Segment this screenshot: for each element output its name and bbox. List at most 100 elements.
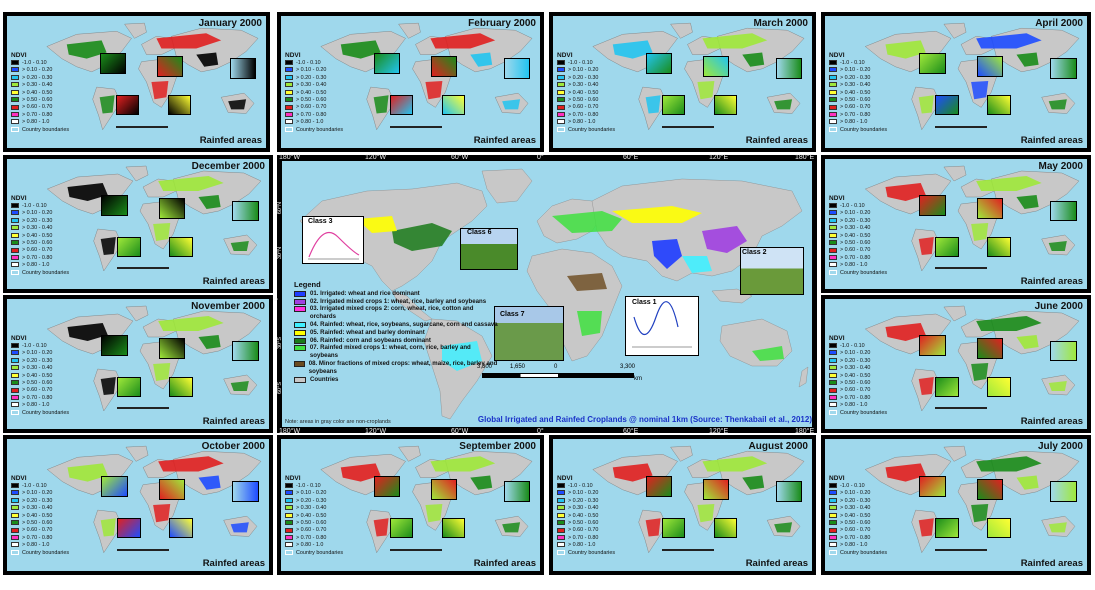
top-longitude-tick: 180°W <box>279 154 301 161</box>
ndvi-swatch <box>829 104 837 110</box>
zoom-inset-4 <box>117 377 141 397</box>
zoom-inset-5 <box>169 518 194 538</box>
ndvi-legend-item: -1.0 - 0.10 <box>285 483 343 490</box>
ndvi-legend-item: > 0.20 - 0.30 <box>829 358 887 365</box>
ndvi-legend-label: Country boundaries <box>22 409 70 416</box>
ndvi-swatch <box>829 74 837 80</box>
ndvi-legend-item: Country boundaries <box>557 127 615 134</box>
ndvi-legend-label: > 0.40 - 0.50 <box>22 232 53 239</box>
ndvi-legend-item: Country boundaries <box>557 550 615 557</box>
ndvi-legend-item: > 0.80 - 1.0 <box>11 402 69 409</box>
zoom-inset-3 <box>1050 58 1077 80</box>
ndvi-legend-item: > 0.80 - 1.0 <box>11 262 69 269</box>
ndvi-legend-title: NDVI <box>829 335 845 342</box>
zoom-inset-2 <box>703 478 730 500</box>
ndvi-legend-label: > 0.70 - 0.80 <box>840 254 871 261</box>
legend-class-label: 01. Irrigated: wheat and rice dominant <box>310 289 420 297</box>
ndvi-legend-label: > 0.50 - 0.60 <box>568 97 599 104</box>
class-6-label: Class 6 <box>467 229 492 236</box>
bottom-longitude-tick: 60°W <box>451 428 469 435</box>
ndvi-legend-label: > 0.10 - 0.20 <box>296 67 327 74</box>
ndvi-legend-title: NDVI <box>285 475 301 482</box>
map-panel-nov: NDVI -1.0 - 0.10 > 0.10 - 0.20 > 0.20 - 0.… <box>3 295 273 433</box>
zoom-inset-3 <box>1050 481 1077 503</box>
zoom-inset-1 <box>101 475 128 498</box>
ndvi-legend-item: > 0.10 - 0.20 <box>829 67 887 74</box>
ndvi-legend-label: > 0.80 - 1.0 <box>296 542 324 549</box>
ndvi-swatch <box>11 350 19 356</box>
ndvi-legend-item: > 0.70 - 0.80 <box>829 535 887 542</box>
ndvi-legend-label: Country boundaries <box>840 549 888 556</box>
ndvi-swatch <box>829 232 837 238</box>
zoom-inset-2 <box>703 55 730 77</box>
ndvi-legend-item: > 0.20 - 0.30 <box>557 75 615 82</box>
zoom-inset-2 <box>157 55 184 77</box>
world-landmass <box>320 22 533 131</box>
center-map-area: Class 3 Class 6 Class 2 Class 7 Class 1 … <box>282 161 812 427</box>
panel-scale-bar <box>935 406 988 409</box>
ndvi-legend-label: > 0.40 - 0.50 <box>840 372 871 379</box>
ndvi-swatch <box>829 512 837 518</box>
ndvi-legend-label: > 0.70 - 0.80 <box>840 111 871 118</box>
zoom-inset-5 <box>169 377 194 397</box>
ndvi-legend-label: -1.0 - 0.10 <box>22 203 47 209</box>
ndvi-swatch <box>285 505 293 511</box>
map-panel-dec: NDVI -1.0 - 0.10 > 0.10 - 0.20 > 0.20 - 0.… <box>3 155 273 293</box>
legend-class-row: 04. Rainfed: wheat, rice, soybeans, suga… <box>294 321 499 329</box>
ndvi-legend-label: > 0.80 - 1.0 <box>22 542 50 549</box>
ndvi-legend-item: > 0.30 - 0.40 <box>829 365 887 372</box>
ndvi-legend-item: > 0.60 - 0.70 <box>11 247 69 254</box>
ndvi-legend-item: > 0.80 - 1.0 <box>557 542 615 549</box>
ndvi-swatch <box>829 89 837 95</box>
map-area: NDVI -1.0 - 0.10 > 0.10 - 0.20 > 0.20 - 0.… <box>7 439 269 571</box>
ndvi-swatch <box>285 82 293 88</box>
ndvi-legend-title: NDVI <box>829 52 845 59</box>
ndvi-swatch <box>285 104 293 110</box>
ndvi-legend: NDVI -1.0 - 0.10 > 0.10 - 0.20 > 0.20 - 0.… <box>11 52 69 134</box>
ndvi-legend-label: > 0.30 - 0.40 <box>840 82 871 89</box>
ndvi-legend-item: Country boundaries <box>285 550 343 557</box>
legend-class-label: 03. Irrigated mixed crops 2: corn, wheat… <box>309 305 474 321</box>
ndvi-legend-item: > 0.80 - 1.0 <box>829 262 887 269</box>
ndvi-legend-label: -1.0 - 0.10 <box>22 483 47 489</box>
ndvi-legend-title: NDVI <box>11 335 27 342</box>
ndvi-legend-title: NDVI <box>829 475 845 482</box>
ndvi-legend-item: Country boundaries <box>11 410 69 417</box>
panel-title: September 2000 <box>459 441 536 452</box>
ndvi-legend-label: > 0.30 - 0.40 <box>568 82 599 89</box>
ndvi-legend-label: > 0.30 - 0.40 <box>840 225 871 232</box>
ndvi-legend-label: Country boundaries <box>568 549 616 556</box>
zoom-inset-1 <box>919 335 946 357</box>
ndvi-legend-item: > 0.40 - 0.50 <box>11 513 69 520</box>
top-longitude-tick: 0° <box>537 154 544 161</box>
ndvi-legend-label: > 0.30 - 0.40 <box>22 82 53 89</box>
zoom-inset-1 <box>100 52 127 75</box>
ndvi-legend-label: > 0.80 - 1.0 <box>296 119 324 126</box>
ndvi-swatch <box>11 380 19 386</box>
ndvi-legend: NDVI -1.0 - 0.10 > 0.10 - 0.20 > 0.20 - 0.… <box>11 195 69 277</box>
ndvi-swatch <box>829 357 837 363</box>
ndvi-legend-item: > 0.70 - 0.80 <box>829 255 887 262</box>
ndvi-legend-label: > 0.50 - 0.60 <box>840 380 871 387</box>
panel-footer: Rainfed areas <box>202 558 265 569</box>
ndvi-legend-item: > 0.10 - 0.20 <box>829 490 887 497</box>
ndvi-legend-item: > 0.40 - 0.50 <box>829 233 887 240</box>
ndvi-legend-label: > 0.20 - 0.30 <box>840 497 871 504</box>
legend-class-label: Countries <box>310 375 339 383</box>
zoom-inset-1 <box>374 475 401 498</box>
zoom-inset-4 <box>935 95 959 115</box>
panel-title: June 2000 <box>1034 301 1083 312</box>
ndvi-legend-label: > 0.40 - 0.50 <box>568 512 599 519</box>
map-panel-mar: NDVI -1.0 - 0.10 > 0.10 - 0.20 > 0.20 - 0.… <box>549 12 816 152</box>
scale-label-1: 3,300 <box>477 364 493 370</box>
ndvi-legend-label: > 0.50 - 0.60 <box>840 240 871 247</box>
zoom-inset-4 <box>935 237 959 257</box>
ndvi-legend-item: > 0.40 - 0.50 <box>829 90 887 97</box>
left-latitude-tick: 60°S <box>277 382 283 394</box>
ndvi-legend-label: > 0.20 - 0.30 <box>22 497 53 504</box>
ndvi-swatch <box>829 247 837 253</box>
ndvi-legend-item: > 0.10 - 0.20 <box>11 490 69 497</box>
ndvi-legend-item: > 0.10 - 0.20 <box>11 350 69 357</box>
zoom-inset-2 <box>431 55 458 77</box>
left-latitude-tick: 0° <box>273 295 280 301</box>
